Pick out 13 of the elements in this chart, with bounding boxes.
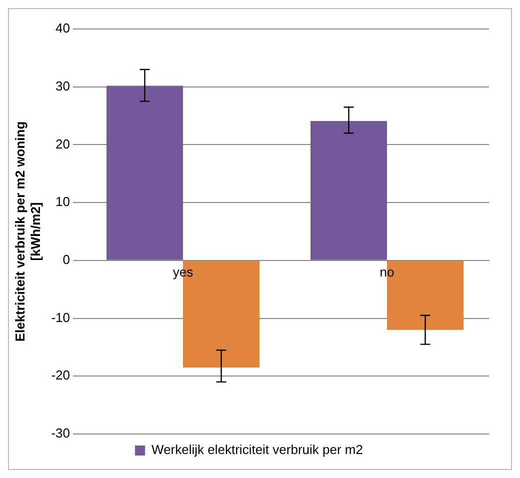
y-tick-label: -10 bbox=[51, 310, 70, 325]
legend-label: Werkelijk elektriciteit verbruik per m2 bbox=[152, 442, 363, 458]
bar bbox=[106, 86, 183, 260]
y-tick-label: 0 bbox=[62, 252, 70, 268]
y-tick-label: -30 bbox=[51, 426, 70, 441]
x-tick-label: yes bbox=[172, 264, 194, 280]
y-tick-label: 30 bbox=[56, 78, 70, 94]
y-axis-title: Elektriciteit verbruik per m2 woning [kWh/m2] bbox=[12, 121, 43, 342]
y-tick-label: -20 bbox=[51, 368, 70, 383]
y-tick-label: 20 bbox=[56, 136, 70, 152]
y-tick-label: 40 bbox=[56, 20, 70, 36]
y-tick-label: 10 bbox=[56, 194, 70, 210]
bar bbox=[310, 120, 387, 260]
